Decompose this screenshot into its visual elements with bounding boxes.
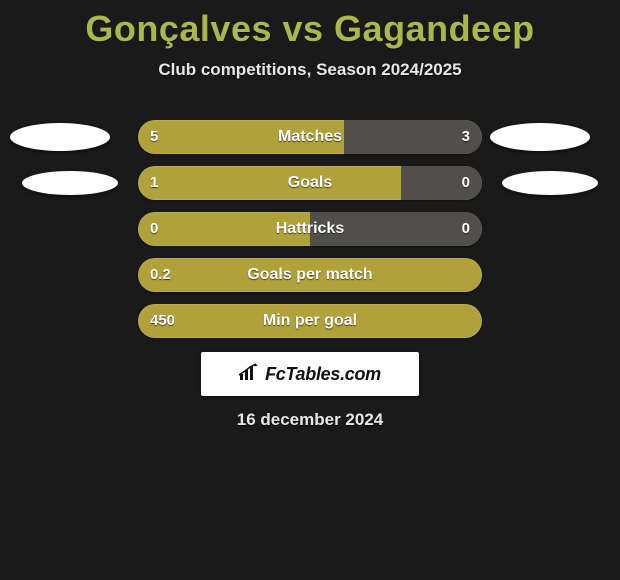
logo-text: FcTables.com (265, 364, 381, 385)
comparison-row: 0.2Goals per match (0, 258, 620, 292)
bar-chart-icon (239, 363, 261, 386)
comparison-chart: 53Matches 10Goals 00Hattricks 0.2Goals per … (0, 120, 620, 350)
stat-metric-label: Goals per match (138, 258, 482, 292)
logo-box: FcTables.com (201, 352, 419, 396)
player-left-marker (10, 123, 110, 151)
stat-metric-label: Min per goal (138, 304, 482, 338)
chart-date: 16 december 2024 (0, 410, 620, 430)
page-title: Gonçalves vs Gagandeep (0, 0, 620, 50)
page-subtitle: Club competitions, Season 2024/2025 (0, 60, 620, 80)
stat-bar: 0.2Goals per match (138, 258, 482, 292)
comparison-row: 53Matches (0, 120, 620, 154)
stat-metric-label: Hattricks (138, 212, 482, 246)
player-left-marker (22, 171, 118, 195)
player-right-marker (490, 123, 590, 151)
comparison-row: 10Goals (0, 166, 620, 200)
stat-metric-label: Goals (138, 166, 482, 200)
stat-bar: 00Hattricks (138, 212, 482, 246)
player-right-marker (502, 171, 598, 195)
stat-metric-label: Matches (138, 120, 482, 154)
comparison-row: 00Hattricks (0, 212, 620, 246)
page: Gonçalves vs Gagandeep Club competitions… (0, 0, 620, 580)
stat-bar: 53Matches (138, 120, 482, 154)
comparison-row: 450Min per goal (0, 304, 620, 338)
stat-bar: 10Goals (138, 166, 482, 200)
stat-bar: 450Min per goal (138, 304, 482, 338)
